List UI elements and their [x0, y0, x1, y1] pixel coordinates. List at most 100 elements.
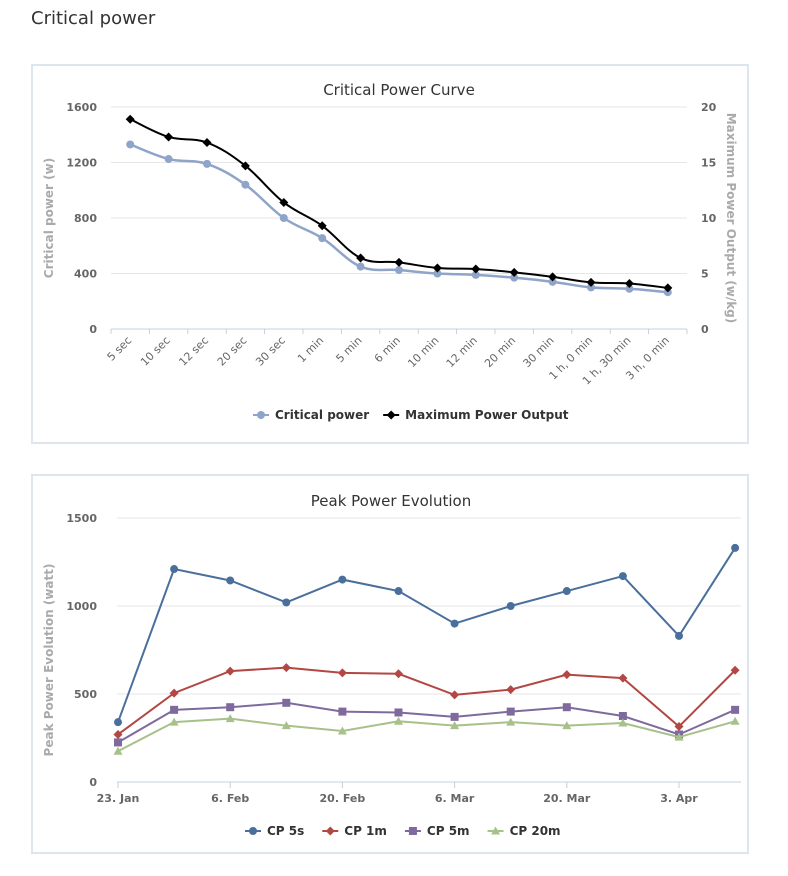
- data-point: [618, 712, 627, 720]
- peak-power-evolution-chart: Peak Power Evolution 0 500 1000 1500 23. Jan 6…: [42, 492, 741, 838]
- data-point: [618, 673, 628, 683]
- y-right-tick-label: 5: [701, 268, 709, 281]
- data-point: [587, 283, 595, 292]
- data-point: [114, 718, 122, 727]
- data-point: [394, 669, 403, 679]
- data-point: [317, 221, 327, 231]
- x-tick-label: 10 sec: [138, 334, 173, 369]
- data-point: [506, 685, 516, 695]
- data-point: [170, 565, 179, 574]
- data-point: [548, 277, 557, 286]
- data-point: [226, 703, 235, 712]
- x-tick-label: 30 min: [520, 334, 556, 370]
- legend-item-label: Maximum Power Output: [405, 408, 569, 422]
- y-tick-label: 500: [74, 688, 97, 701]
- data-point: [395, 266, 403, 275]
- x-tick-label: 12 sec: [176, 334, 211, 369]
- data-point: [281, 721, 291, 730]
- legend-item-label: CP 5m: [427, 824, 470, 838]
- data-point: [509, 267, 519, 277]
- data-point: [338, 575, 347, 584]
- data-point: [731, 543, 740, 552]
- x-tick-label: 5 min: [333, 334, 364, 365]
- y-tick-label: 0: [89, 323, 97, 336]
- data-point: [674, 732, 684, 741]
- legend-marker: [257, 411, 265, 419]
- data-point: [618, 572, 627, 581]
- data-point: [226, 576, 235, 585]
- data-point: [663, 283, 673, 293]
- y-right-tick-label: 20: [701, 101, 717, 114]
- y-axis-title: Peak Power Evolution (watt): [42, 564, 56, 757]
- data-point: [675, 631, 683, 640]
- data-point: [471, 270, 480, 279]
- data-point: [240, 161, 250, 171]
- data-point: [562, 670, 572, 680]
- data-point: [730, 716, 740, 725]
- data-point: [164, 132, 174, 142]
- data-point: [618, 718, 628, 727]
- data-point: [225, 714, 235, 723]
- data-point: [730, 665, 740, 675]
- data-point: [450, 721, 460, 730]
- data-point: [281, 663, 291, 673]
- data-point: [169, 688, 179, 698]
- data-point: [279, 197, 289, 207]
- data-point: [356, 253, 366, 263]
- legend-item-label: Critical power: [275, 408, 369, 422]
- page-title: Critical power: [31, 8, 156, 29]
- y-tick-label: 1000: [66, 600, 97, 613]
- x-tick-label: 30 sec: [253, 334, 288, 369]
- x-tick-label: 6. Mar: [435, 792, 475, 805]
- y-tick-label: 1600: [66, 101, 97, 114]
- x-tick-label: 20. Feb: [320, 792, 366, 805]
- data-point: [450, 712, 459, 721]
- data-point: [562, 587, 571, 596]
- data-point: [338, 707, 347, 716]
- x-tick-label: 20 sec: [215, 334, 250, 369]
- data-point: [731, 705, 740, 714]
- critical-power-curve-panel: Critical Power Curve 0 400 800 1200 1600 0 5 10 1…: [31, 64, 749, 444]
- series-line-cp-20m: [117, 717, 736, 753]
- y-tick-label: 1200: [66, 157, 97, 170]
- data-point: [506, 602, 515, 610]
- data-point: [202, 138, 212, 148]
- x-tick-label: 1 min: [295, 334, 326, 365]
- data-point: [282, 698, 291, 707]
- data-point: [471, 264, 481, 274]
- x-tick-label: 20. Mar: [543, 792, 591, 805]
- data-point: [394, 716, 403, 725]
- series-line-cp-1m: [117, 666, 736, 736]
- peak-power-evolution-panel: Peak Power Evolution 0 500 1000 1500 23. Jan 6…: [31, 474, 749, 854]
- series-line-cp-5s: [117, 547, 736, 723]
- legend-marker: [325, 826, 335, 836]
- x-tick-label: 12 min: [444, 334, 480, 370]
- data-point: [433, 269, 442, 278]
- data-point: [170, 705, 179, 714]
- x-tick-label: 6 min: [372, 334, 403, 365]
- data-point: [203, 159, 211, 168]
- data-point: [450, 619, 459, 628]
- series-line-cp-5m: [117, 701, 736, 744]
- x-tick-label: 5 sec: [105, 334, 135, 364]
- y-tick-label: 800: [74, 212, 97, 225]
- data-point: [282, 598, 291, 607]
- data-point: [394, 587, 403, 596]
- data-point: [241, 180, 250, 189]
- x-tick-label: 6. Feb: [211, 792, 249, 805]
- x-tick-label: 3. Apr: [660, 792, 698, 805]
- legend-marker: [408, 827, 417, 835]
- data-point: [337, 726, 347, 735]
- x-tick-label: 20 min: [482, 334, 518, 370]
- legend-item-label: CP 1m: [344, 824, 387, 838]
- data-point: [113, 729, 123, 739]
- chart-title: Peak Power Evolution: [311, 492, 471, 510]
- legend-item-label: CP 5s: [267, 824, 304, 838]
- data-point: [169, 717, 179, 726]
- data-point: [225, 666, 235, 676]
- data-point: [394, 257, 404, 267]
- legend-marker: [386, 410, 396, 420]
- y-tick-label: 400: [74, 268, 97, 281]
- data-point: [318, 234, 327, 243]
- x-tick-label: 10 min: [405, 334, 441, 370]
